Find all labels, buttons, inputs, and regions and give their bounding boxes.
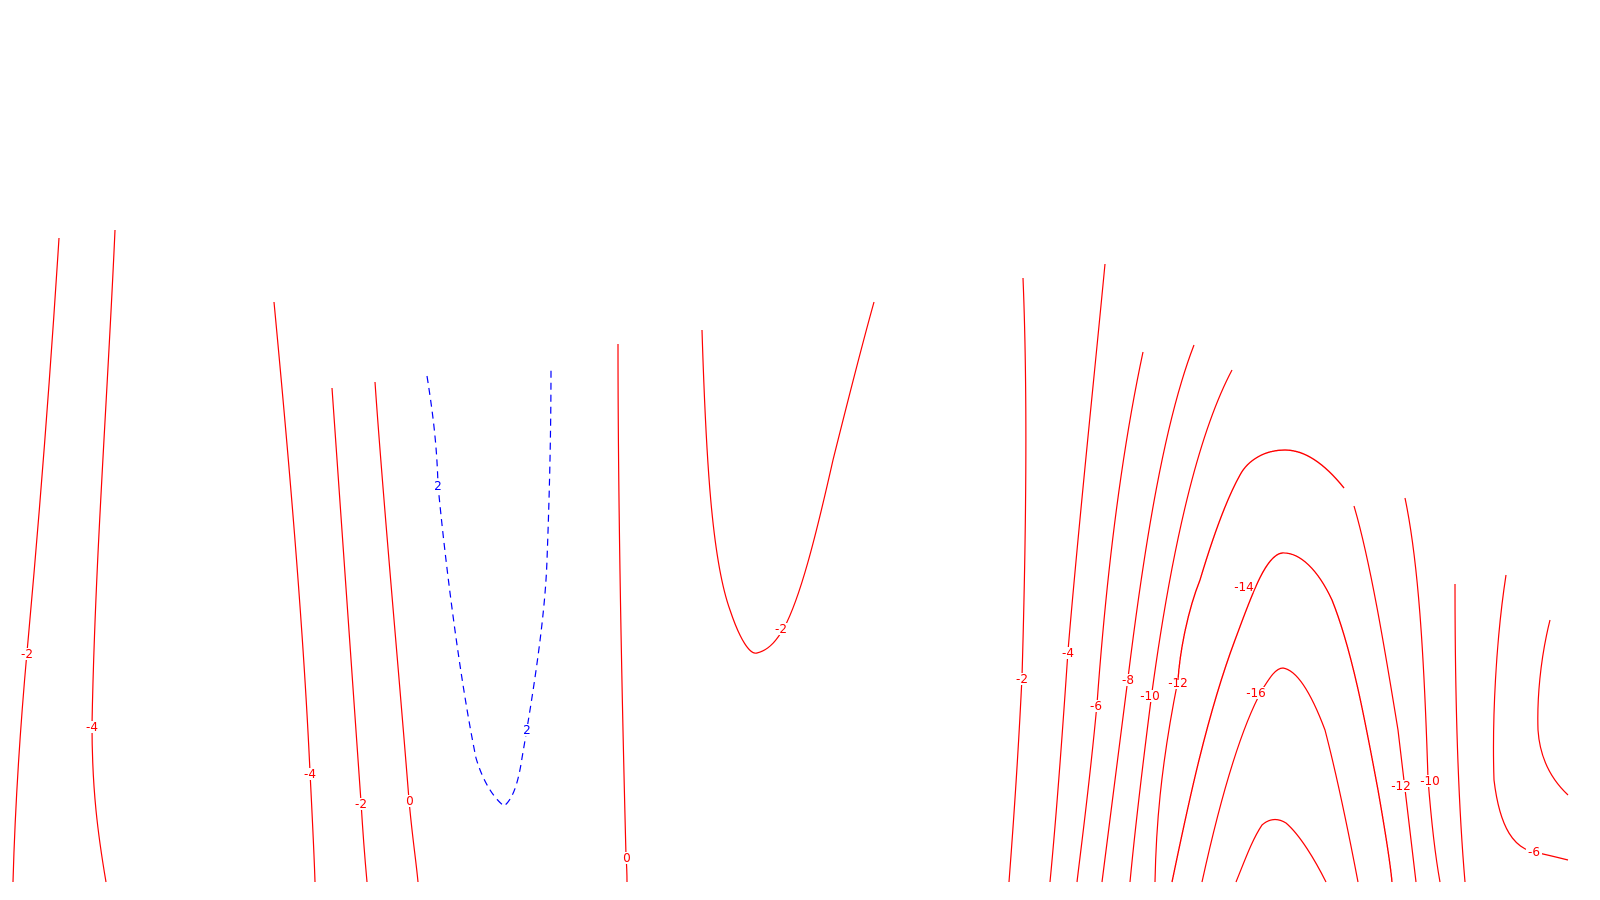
contour-label: -14 — [1234, 580, 1254, 594]
contour-label: -4 — [304, 767, 316, 781]
contour-label: -12 — [1391, 779, 1411, 793]
contour-line — [1404, 497, 1441, 883]
contour-label: 2 — [523, 723, 531, 737]
contour-line — [12, 237, 60, 883]
contour-line — [1076, 351, 1144, 883]
contour-line — [374, 381, 419, 883]
contour-label-background — [433, 480, 443, 492]
contour-line-segment — [1454, 583, 1466, 883]
contour-line — [1492, 574, 1569, 861]
contour-line — [1129, 369, 1233, 883]
contour-line — [701, 301, 875, 654]
contour-label: -6 — [1090, 699, 1102, 713]
contour-label-background — [1060, 647, 1076, 659]
contour-label-background — [353, 798, 369, 810]
contour-label-background — [1526, 846, 1542, 858]
contour-label-background — [19, 648, 35, 660]
contour-label: -12 — [1168, 676, 1188, 690]
contour-label: -2 — [775, 622, 787, 636]
contour-line — [1177, 449, 1345, 681]
contour-line — [273, 301, 316, 883]
contour-line — [1235, 818, 1327, 883]
contour-label-background — [84, 721, 100, 733]
contour-line — [617, 343, 628, 883]
contour-label: -2 — [355, 797, 367, 811]
contour-label: -6 — [1528, 845, 1540, 859]
contour-label-background — [1418, 775, 1442, 787]
contour-line — [1353, 505, 1417, 883]
contour-line-segment — [1177, 449, 1345, 681]
contour-label-background — [1232, 581, 1256, 593]
contour-label: -10 — [1140, 689, 1160, 703]
contour-label: 0 — [623, 851, 631, 865]
contour-label: -2 — [21, 647, 33, 661]
contour-label-background — [302, 768, 318, 780]
contour-label-background — [1166, 677, 1190, 689]
contour-label-background — [1244, 687, 1268, 699]
contour-line — [1049, 263, 1106, 883]
contour-label: -8 — [1122, 673, 1134, 687]
contour-line — [91, 229, 116, 883]
contour-line — [426, 365, 552, 807]
contour-line-segment — [1537, 619, 1569, 796]
contour-line — [1008, 277, 1027, 883]
contour-label-background — [1389, 780, 1413, 792]
contour-line — [1171, 552, 1393, 883]
contour-label: -4 — [1062, 646, 1074, 660]
contour-label: -4 — [86, 720, 98, 734]
contour-label-background — [1088, 700, 1104, 712]
contour-label-background — [405, 795, 415, 807]
contour-label-background — [773, 623, 789, 635]
contour-label: 2 — [434, 479, 442, 493]
contour-label-background — [522, 724, 532, 736]
contour-line — [1101, 344, 1195, 883]
contour-label: -10 — [1420, 774, 1440, 788]
contour-label-background — [622, 852, 632, 864]
contour-label-background — [1138, 690, 1162, 702]
contour-line-segment — [1201, 667, 1359, 883]
contour-label: -16 — [1246, 686, 1266, 700]
contour-line — [1154, 679, 1179, 883]
contour-line-segment — [1171, 552, 1393, 883]
contour-label-background — [1120, 674, 1136, 686]
contour-label: -2 — [1016, 672, 1028, 686]
contour-label-background — [1014, 673, 1030, 685]
contour-line — [331, 387, 368, 883]
contour-label: 0 — [406, 794, 414, 808]
